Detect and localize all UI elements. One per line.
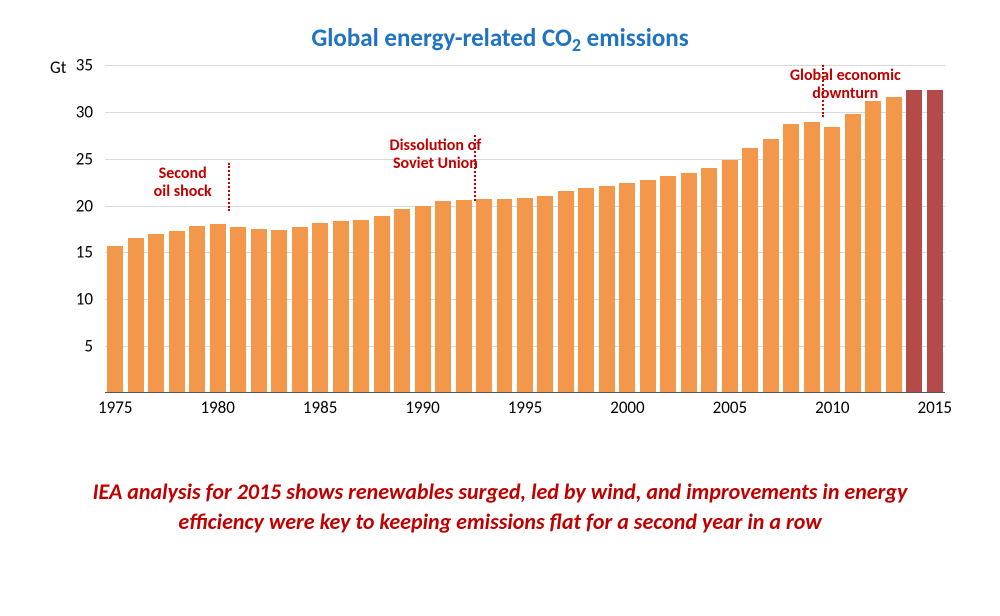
bar — [128, 238, 144, 392]
bar — [824, 127, 840, 392]
bar — [845, 114, 861, 392]
x-tick-label: 2005 — [713, 397, 747, 418]
annotation-label: Dissolution of Soviet Union — [390, 137, 482, 174]
caption-text: IEA analysis for 2015 shows renewables s… — [50, 477, 950, 536]
y-tick-label: 20 — [53, 195, 93, 216]
bar — [517, 198, 533, 392]
title-pre: Global energy-related CO — [311, 22, 572, 53]
bar — [701, 168, 717, 392]
bar — [640, 180, 656, 392]
bar — [804, 122, 820, 392]
bar — [189, 226, 205, 392]
bar — [742, 148, 758, 392]
bar — [374, 216, 390, 392]
bar — [312, 223, 328, 392]
x-tick-label: 2015 — [918, 397, 952, 418]
x-tick-label: 2010 — [815, 397, 849, 418]
y-tick-label: 5 — [53, 336, 93, 357]
y-tick-label: 35 — [53, 55, 93, 76]
bar — [619, 183, 635, 392]
bar — [476, 199, 492, 392]
bar — [148, 234, 164, 392]
plot-region: Second oil shock Dissolution of Soviet Un… — [105, 65, 945, 393]
bar — [783, 124, 799, 392]
bar — [497, 199, 513, 392]
chart-title: Global energy-related CO2 emissions — [0, 22, 1000, 53]
bar — [333, 221, 349, 392]
y-tick-label: 15 — [53, 242, 93, 263]
annotation-line — [228, 163, 230, 211]
bar — [107, 246, 123, 392]
bar — [292, 227, 308, 392]
bar — [763, 139, 779, 392]
bar — [394, 209, 410, 392]
bar — [660, 176, 676, 392]
bar — [865, 101, 881, 392]
chart-area: Gt Second oil shockDissolution of Soviet… — [55, 59, 955, 439]
bar — [722, 160, 738, 392]
title-post: emissions — [581, 22, 689, 53]
x-tick-label: 1980 — [200, 397, 234, 418]
title-sub: 2 — [572, 34, 581, 56]
annotation-label: Second oil shock — [154, 165, 212, 202]
bar — [681, 173, 697, 392]
x-tick-label: 1990 — [405, 397, 439, 418]
x-tick-label: 2000 — [610, 397, 644, 418]
y-tick-label: 30 — [53, 101, 93, 122]
bar — [537, 196, 553, 392]
x-tick-label: 1975 — [98, 397, 132, 418]
bar — [435, 201, 451, 392]
bar — [599, 186, 615, 392]
y-tick-label: 10 — [53, 289, 93, 310]
bar — [251, 229, 267, 392]
annotation-label: Global economic downturn — [790, 67, 901, 104]
y-tick-label: 25 — [53, 148, 93, 169]
bar — [169, 231, 185, 392]
bar — [353, 220, 369, 392]
bar — [271, 230, 287, 392]
bar — [230, 227, 246, 392]
gridline — [105, 112, 945, 113]
x-tick-label: 1985 — [303, 397, 337, 418]
bar — [906, 90, 922, 392]
bar — [927, 90, 943, 392]
bar — [210, 224, 226, 392]
bar — [578, 188, 594, 392]
bar — [886, 97, 902, 392]
bar — [415, 206, 431, 392]
bar — [456, 200, 472, 392]
x-tick-label: 1995 — [508, 397, 542, 418]
bar — [558, 191, 574, 392]
